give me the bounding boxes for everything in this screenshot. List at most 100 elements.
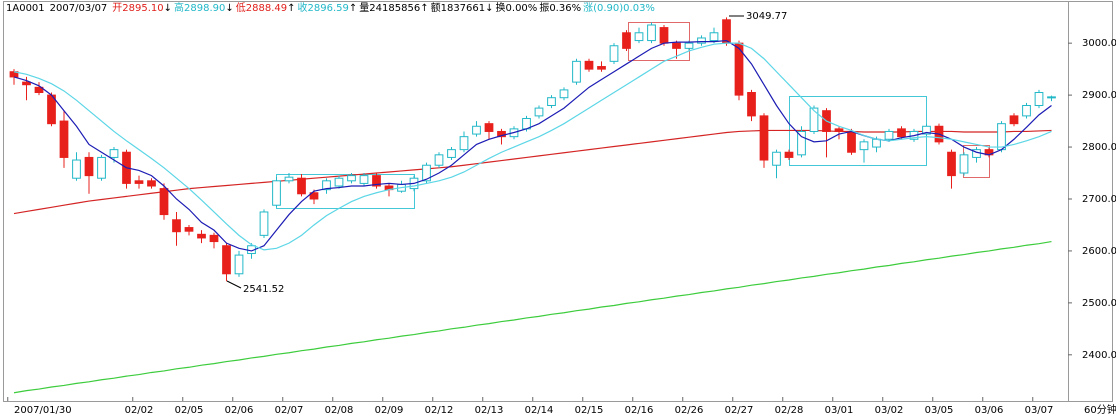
low-annotation: 2541.52 [243, 284, 284, 295]
field-value: (0.90)0.03% [593, 3, 655, 14]
candle-body [59, 120, 69, 158]
x-tick-label: 02/15 [575, 405, 604, 416]
ma-line [13, 240, 1052, 394]
candle-body [647, 24, 656, 42]
x-tick-label: 02/14 [525, 405, 554, 416]
candle-body [434, 154, 444, 166]
x-tick-label: 02/06 [225, 405, 254, 416]
candle-body [597, 66, 606, 70]
candle-body [884, 130, 894, 140]
field-arrow: ↑ [420, 3, 428, 14]
candle-body [147, 180, 156, 187]
field-arrow: ↓ [225, 3, 233, 14]
candle-body [534, 107, 544, 117]
candle-body [297, 177, 306, 195]
x-tick-label: 03/01 [825, 405, 854, 416]
candle-body [784, 151, 794, 158]
candle-body [847, 130, 856, 153]
field-label: 换 [496, 1, 506, 14]
field-label: 振 [539, 1, 549, 14]
leader-line [226, 280, 242, 289]
x-tick-label: 2007/01/30 [14, 405, 72, 416]
y-tick-label: 2900.0 [1082, 90, 1116, 101]
candle-body [334, 177, 344, 187]
candle-body [172, 219, 181, 233]
candle-body [472, 125, 481, 135]
candle-body [209, 234, 219, 243]
high-annotation: 3049.77 [746, 11, 787, 22]
candle-body [747, 92, 756, 117]
date: 2007/03/07 [50, 3, 108, 14]
candle-body [372, 175, 381, 187]
y-tick-label: 2600.0 [1082, 246, 1116, 257]
candle-body [34, 86, 44, 94]
field-label: 高 [174, 1, 184, 14]
candle-body [772, 151, 781, 166]
field-label: 量 [359, 2, 369, 14]
candle-body [697, 37, 706, 44]
candle-body [22, 81, 31, 86]
candle-body [722, 19, 731, 44]
y-tick-label: 2800.0 [1082, 142, 1116, 153]
candle-body [1009, 115, 1019, 125]
period-label: 60分钟 [1084, 403, 1116, 416]
candle-body [97, 156, 106, 179]
candle-body [197, 233, 206, 239]
candle-body [359, 175, 369, 184]
field-value: 2896.59 [308, 3, 349, 14]
candle-body [659, 27, 669, 44]
x-tick-label: 03/06 [975, 405, 1004, 416]
candle-body [347, 175, 356, 182]
candle-body [184, 227, 194, 232]
candle-body [559, 89, 569, 99]
field-label: 额 [431, 1, 441, 14]
candle-body [1034, 92, 1044, 106]
candle-body [422, 164, 431, 182]
field-arrow: ↓ [164, 3, 172, 14]
candle-body [609, 45, 619, 62]
field-arrow: ↑ [349, 3, 357, 14]
field-label: 涨 [583, 2, 593, 14]
x-tick-label: 02/07 [275, 405, 304, 416]
y-tick-label: 2700.0 [1082, 194, 1116, 205]
field-label: 开 [112, 3, 122, 14]
field-value: 0.36% [549, 3, 581, 14]
y-tick-label: 2500.0 [1082, 298, 1116, 309]
ma-line [13, 129, 1052, 215]
x-tick-label: 02/16 [625, 405, 654, 416]
candle-body [84, 156, 94, 177]
candle-body [947, 151, 956, 177]
candle-body [309, 192, 319, 200]
candle-body [922, 125, 931, 135]
stock-code: 1A0001 [6, 3, 45, 14]
x-tick-label: 02/02 [125, 405, 154, 416]
candle-body [759, 115, 769, 161]
candle-body [797, 130, 806, 156]
candle-body [709, 32, 719, 42]
candle-body [997, 123, 1006, 151]
ma-line [13, 42, 1052, 251]
field-arrow: ↑ [287, 3, 295, 14]
y-tick-label: 2400.0 [1082, 350, 1116, 361]
candle-body [222, 245, 231, 275]
x-tick-label: 03/05 [925, 405, 954, 416]
y-tick-label: 3000.0 [1082, 38, 1116, 49]
candle-body [322, 180, 331, 191]
ma-line [13, 39, 1052, 252]
candle-body [584, 60, 594, 70]
x-tick-label: 02/27 [725, 405, 754, 416]
candle-body [672, 42, 681, 49]
x-tick-label: 03/07 [1025, 405, 1054, 416]
field-label: 收 [298, 1, 308, 14]
candle-body [234, 254, 244, 275]
candle-body [484, 123, 494, 132]
candle-body [272, 180, 281, 206]
header: 1A0001 2007/03/07 开2895.10↓ 高2898.90↓ 低2888.… [6, 1, 655, 14]
candle-body [809, 107, 819, 132]
candle-body [622, 32, 631, 49]
x-tick-label: 02/28 [775, 405, 804, 416]
candle-body [459, 136, 469, 151]
candle-body [959, 154, 969, 174]
candle-body [834, 128, 844, 132]
